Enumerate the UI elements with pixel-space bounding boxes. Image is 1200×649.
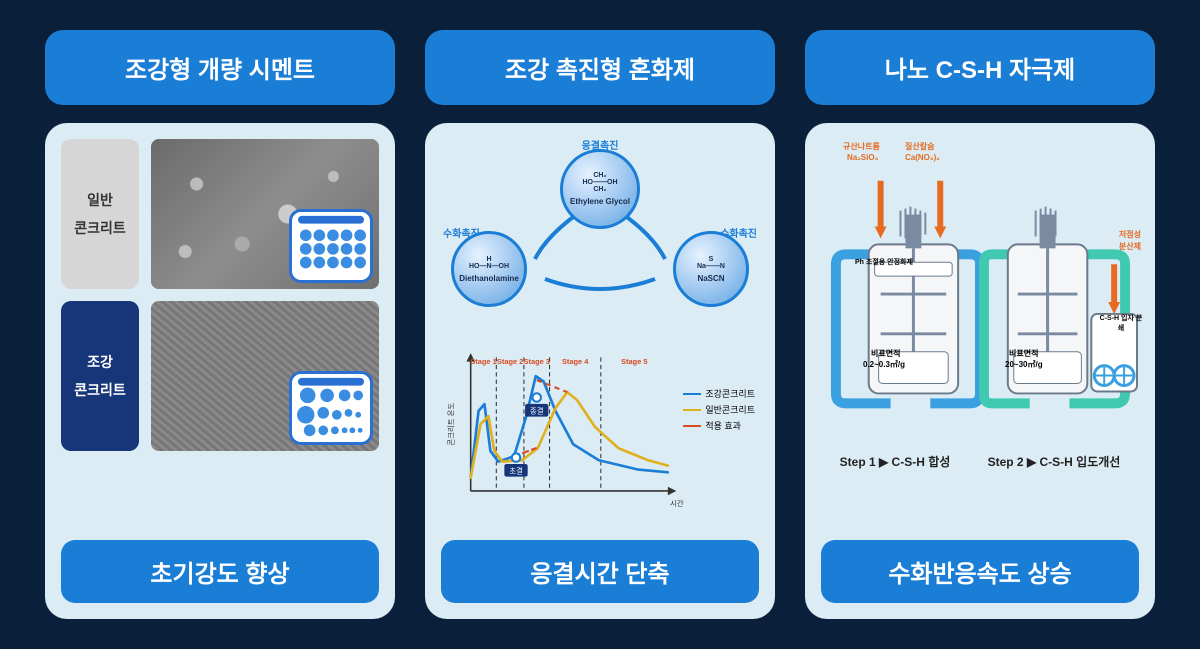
reactor2-val: 20~30㎡/g — [1005, 359, 1043, 370]
column-admixture: 조강 촉진형 혼화제 응결촉진 수화촉진 수화촉진 CH₂ HO——OH CH₂… — [425, 30, 775, 619]
step1-label: Step 1 ▶ C-S-H 합성 — [840, 453, 951, 470]
reactor1-sa: 비표면적 — [871, 348, 900, 359]
input-label-2b: Ca(NO₃)₂ — [905, 153, 940, 162]
panel-3: 규산나트륨 Na₂SiO₃ 질산칼슘 Ca(NO₃)₂ 저점성 분산제 Ph 조… — [805, 123, 1155, 619]
chart-legend: 조강콘크리트 일반콘크리트 적용 효과 — [683, 386, 755, 435]
side-label-line2: 콘크리트 — [74, 214, 126, 242]
comparison-row-early: 조강 콘크리트 — [61, 301, 379, 451]
footer-pill-3: 수화반응속도 상승 — [821, 540, 1139, 603]
reactor2-sa: 비표면적 — [1009, 348, 1038, 359]
particle-inset-graded — [289, 371, 373, 445]
input-label-3b: 분산제 — [1119, 241, 1141, 252]
input-label-1a: 규산나트륨 — [843, 141, 880, 152]
reactor1-title: Ph 조절용 안정화제 — [855, 257, 913, 267]
particle-inset-uniform — [289, 209, 373, 283]
input-label-2a: 질산칼슘 — [905, 141, 934, 152]
molecule-diagram: 응결촉진 수화촉진 수화촉진 CH₂ HO——OH CH₂ Ethylene G… — [441, 139, 759, 319]
svg-text:Stage 3: Stage 3 — [524, 357, 550, 366]
side-label-early: 조강 콘크리트 — [61, 301, 139, 451]
header-pill-1: 조강형 개량 시멘트 — [45, 30, 395, 105]
molecule-nascn: S Na——N NaSCN — [673, 231, 749, 307]
svg-text:초결: 초결 — [509, 465, 523, 475]
input-arrow-3 — [1108, 264, 1120, 314]
svg-text:Stage 4: Stage 4 — [562, 357, 589, 366]
panel-2: 응결촉진 수화촉진 수화촉진 CH₂ HO——OH CH₂ Ethylene G… — [425, 123, 775, 619]
mill-output: C-S-H 입자 분쇄 — [1099, 313, 1143, 333]
input-arrow-2 — [934, 181, 946, 239]
input-label-3a: 저점성 — [1119, 229, 1141, 240]
footer-pill-2: 응결시간 단축 — [441, 540, 759, 603]
sem-image-normal — [151, 139, 379, 289]
side-label-line1: 일반 — [87, 186, 113, 214]
comparison-row-normal: 일반 콘크리트 — [61, 139, 379, 289]
sem-image-early — [151, 301, 379, 451]
molecule-ethylene-glycol: CH₂ HO——OH CH₂ Ethylene Glycol — [560, 149, 640, 229]
header-pill-2: 조강 촉진형 혼화제 — [425, 30, 775, 105]
side-label-normal: 일반 콘크리트 — [61, 139, 139, 289]
svg-text:종결: 종결 — [530, 405, 544, 415]
svg-text:시간: 시간 — [670, 498, 684, 508]
setting-time-chart: 시간 콘크리트 온도 Stage 1Stage 2Stage 3 Stage 4 Sta… — [441, 331, 759, 528]
column-nano-csh: 나노 C-S-H 자극제 — [805, 30, 1155, 619]
footer-pill-1: 초기강도 향상 — [61, 540, 379, 603]
panel-1: 일반 콘크리트 조강 — [45, 123, 395, 619]
header-pill-3: 나노 C-S-H 자극제 — [805, 30, 1155, 105]
side-label-line2: 콘크리트 — [74, 376, 126, 404]
input-label-1b: Na₂SiO₃ — [847, 153, 878, 162]
svg-text:Stage 1: Stage 1 — [470, 357, 496, 366]
molecule-diethanolamine: H HO—N—OH Diethanolamine — [451, 231, 527, 307]
step2-label: Step 2 ▶ C-S-H 입도개선 — [988, 453, 1121, 470]
side-label-line1: 조강 — [87, 348, 113, 376]
process-diagram — [821, 139, 1139, 469]
step-labels: Step 1 ▶ C-S-H 합성 Step 2 ▶ C-S-H 입도개선 — [821, 453, 1139, 470]
svg-text:Stage 2: Stage 2 — [497, 357, 523, 366]
input-arrow-1 — [875, 181, 887, 239]
reactor1-val: 0.2~0.3㎡/g — [863, 359, 905, 370]
svg-text:콘크리트 온도: 콘크리트 온도 — [447, 403, 456, 446]
svg-text:Stage 5: Stage 5 — [621, 357, 647, 366]
column-cement: 조강형 개량 시멘트 일반 콘크리트 — [45, 30, 395, 619]
